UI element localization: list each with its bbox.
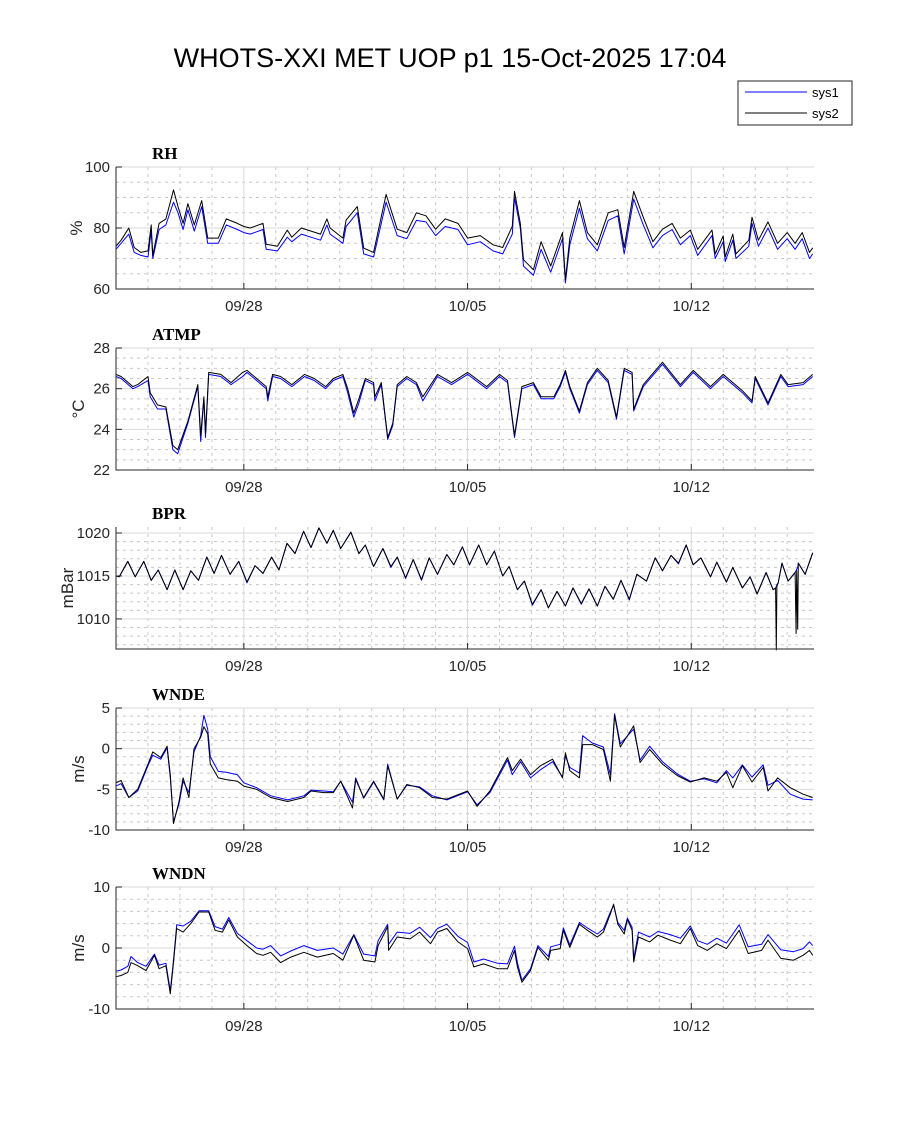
legend-label-sys2: sys2 xyxy=(812,106,839,121)
y-tick-label: 1010 xyxy=(77,611,110,628)
panel-title: WNDE xyxy=(152,685,205,704)
panel-wndn: -10 0 10 09/28 10/05 10/12 WNDN m/s xyxy=(69,864,814,1035)
panel-atmp: 22 24 26 28 09/28 10/05 10/12 ATMP °C xyxy=(69,325,814,496)
y-tick-label: 10 xyxy=(93,879,110,896)
x-tick-label: 10/05 xyxy=(449,479,487,496)
series-line-sys1 xyxy=(115,363,814,455)
y-tick-label: 0 xyxy=(102,940,110,957)
y-tick-label: 1015 xyxy=(77,568,110,585)
x-tick-label: 09/28 xyxy=(225,479,263,496)
x-tick-label: 10/12 xyxy=(673,298,711,315)
x-tick-label: 10/05 xyxy=(449,658,487,675)
x-tick-label: 10/05 xyxy=(449,839,487,856)
y-axis-label: % xyxy=(67,220,86,235)
y-tick-label: -5 xyxy=(97,781,110,798)
series-line-sys2 xyxy=(115,714,813,824)
series-line-sys1 xyxy=(115,527,814,609)
panel-wnde: -10 -5 0 5 09/28 10/05 10/12 WNDE m/s xyxy=(69,685,814,856)
series-line-sys2 xyxy=(115,189,814,281)
x-tick-label: 10/05 xyxy=(449,298,487,315)
panel-title: BPR xyxy=(152,504,187,523)
y-axis-label: m/s xyxy=(69,755,88,782)
y-tick-label: -10 xyxy=(88,1001,110,1018)
y-tick-label: 5 xyxy=(102,700,110,717)
panel-bpr: 1010 1015 1020 09/28 10/05 10/12 BPR mBar xyxy=(58,504,814,675)
y-tick-label: 1020 xyxy=(77,525,110,542)
series-line-sys2 xyxy=(115,903,814,995)
panel-rh: 60 80 100 09/28 10/05 10/12 RH% xyxy=(67,144,814,315)
x-tick-label: 09/28 xyxy=(225,839,263,856)
y-tick-label: 100 xyxy=(85,159,110,176)
series-line-sys2 xyxy=(115,527,814,651)
legend-box xyxy=(737,80,853,126)
legend: sys1 sys2 xyxy=(737,80,853,126)
panel-title: WNDN xyxy=(152,864,207,883)
panel-title: ATMP xyxy=(152,325,201,344)
series-line-sys1 xyxy=(115,904,814,992)
series-line-sys1 xyxy=(115,713,813,823)
y-tick-label: -10 xyxy=(88,822,110,839)
x-tick-label: 10/12 xyxy=(673,839,711,856)
series-line-sys2 xyxy=(115,361,814,451)
x-tick-label: 10/12 xyxy=(673,658,711,675)
y-tick-label: 22 xyxy=(93,462,110,479)
y-tick-label: 26 xyxy=(93,381,110,398)
figure-title: WHOTS-XXI MET UOP p1 15-Oct-2025 17:04 xyxy=(174,43,727,73)
x-tick-label: 09/28 xyxy=(225,658,263,675)
y-tick-label: 28 xyxy=(93,340,110,357)
x-tick-label: 09/28 xyxy=(225,1018,263,1035)
y-axis-label: °C xyxy=(69,399,88,418)
x-tick-label: 10/05 xyxy=(449,1018,487,1035)
y-tick-label: 0 xyxy=(102,741,110,758)
y-tick-label: 60 xyxy=(93,281,110,298)
x-tick-label: 10/12 xyxy=(673,479,711,496)
x-tick-label: 09/28 xyxy=(225,298,263,315)
panel-title: RH xyxy=(152,144,178,163)
y-axis-label: mBar xyxy=(58,567,77,608)
y-tick-label: 80 xyxy=(93,220,110,237)
y-axis-label: m/s xyxy=(69,934,88,961)
y-tick-label: 24 xyxy=(93,421,110,438)
legend-label-sys1: sys1 xyxy=(812,85,839,100)
series-line-sys1 xyxy=(115,197,814,284)
x-tick-label: 10/12 xyxy=(673,1018,711,1035)
